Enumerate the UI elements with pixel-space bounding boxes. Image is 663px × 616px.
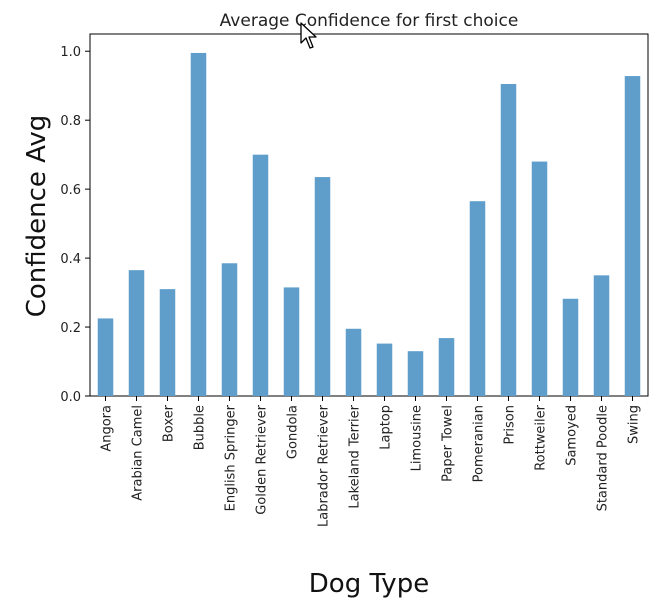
bar-prison xyxy=(500,83,517,396)
bar-angora xyxy=(97,318,114,396)
x-tick-label: Gondola xyxy=(286,405,301,459)
bar-paper-towel xyxy=(438,338,455,396)
bar-standard-poodle xyxy=(593,275,610,396)
y-tick-label: 0.0 xyxy=(60,390,81,405)
x-tick-label: Paper Towel xyxy=(441,405,456,482)
x-axis: Angora Arabian Camel Boxer Bubble English Sp… xyxy=(100,396,642,527)
bars-group xyxy=(97,52,641,397)
x-tick-label: Limousine xyxy=(410,405,425,471)
y-tick-label: 0.4 xyxy=(60,252,81,267)
bar-limousine xyxy=(407,351,424,396)
bar-arabian-camel xyxy=(128,270,145,396)
x-tick-label: Arabian Camel xyxy=(131,405,146,501)
bar-swing xyxy=(624,76,641,397)
bar-lakeland-terrier xyxy=(345,328,362,396)
x-axis-label: Dog Type xyxy=(309,569,429,599)
x-tick-label: Swing xyxy=(627,405,642,444)
x-tick-label: Prison xyxy=(503,405,518,445)
bar-golden-retriever xyxy=(252,154,269,396)
bar-laptop xyxy=(376,343,393,396)
x-tick-label: Boxer xyxy=(162,404,177,442)
mouse-pointer-icon xyxy=(300,22,317,49)
x-tick-label: Laptop xyxy=(379,405,394,450)
x-tick-label: Pomeranian xyxy=(472,405,487,482)
x-tick-label: Angora xyxy=(100,405,115,452)
y-axis-label: Confidence Avg xyxy=(22,115,52,318)
bar-boxer xyxy=(159,289,176,396)
x-tick-label: Golden Retriever xyxy=(255,404,270,514)
y-tick-label: 0.6 xyxy=(60,183,81,198)
x-tick-label: Rottweiler xyxy=(534,404,549,470)
bar-english-springer xyxy=(221,263,238,396)
chart-title: Average Confidence for first choice xyxy=(220,11,519,31)
y-tick-label: 1.0 xyxy=(60,45,81,60)
plot-area-frame xyxy=(89,33,649,397)
x-tick-label: Lakeland Terrier xyxy=(348,404,363,508)
x-tick-label: Standard Poodle xyxy=(596,405,611,511)
x-tick-label: Bubble xyxy=(193,405,208,450)
y-axis: 0.0 0.2 0.4 0.6 0.8 1.0 xyxy=(60,45,90,405)
x-tick-label: Samoyed xyxy=(565,405,580,466)
x-tick-label: Labrador Retriever xyxy=(317,404,332,527)
x-tick-label: English Springer xyxy=(224,404,239,511)
bar-gondola xyxy=(283,287,300,396)
y-tick-label: 0.2 xyxy=(60,321,81,336)
y-tick-label: 0.8 xyxy=(60,114,81,129)
bar-rottweiler xyxy=(531,161,548,396)
bar-bubble xyxy=(190,52,207,396)
bar-samoyed xyxy=(562,298,579,396)
bar-labrador-retriever xyxy=(314,177,331,396)
bar-pomeranian xyxy=(469,201,486,396)
